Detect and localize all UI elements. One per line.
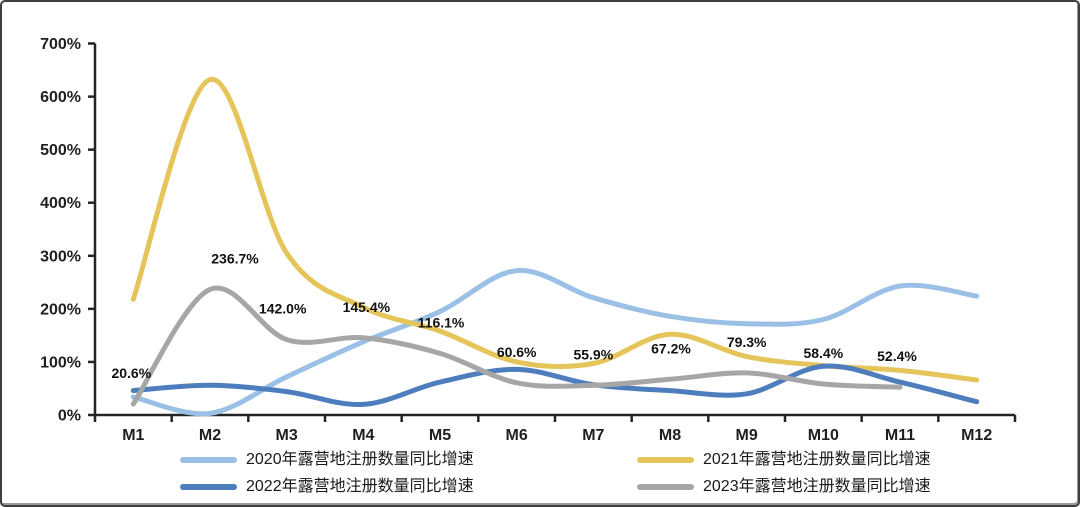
y-axis-tick-label: 600% (40, 89, 81, 106)
x-axis-tick-label: M4 (352, 427, 374, 444)
x-axis-tick-label: M11 (885, 427, 915, 444)
y-axis-tick-label: 700% (40, 36, 81, 53)
data-label: 236.7% (211, 250, 259, 266)
data-label: 116.1% (418, 314, 465, 330)
data-label: 145.4% (343, 299, 391, 315)
x-axis-tick-label: M9 (736, 427, 758, 444)
series-line-1 (130, 77, 980, 383)
data-label: 20.6% (111, 365, 151, 381)
data-label: 58.4% (803, 345, 843, 361)
series-line-3 (130, 285, 903, 407)
x-axis-tick-label: M1 (122, 427, 144, 444)
x-axis-tick-label: M8 (659, 427, 681, 444)
y-axis-tick-label: 100% (40, 354, 81, 371)
x-axis-tick-label: M7 (582, 427, 604, 444)
x-axis-tick-label: M10 (808, 427, 839, 444)
data-label: 60.6% (497, 344, 537, 360)
x-axis-tick-label: M6 (506, 427, 528, 444)
series-line-2 (130, 363, 980, 407)
y-axis-tick-label: 500% (40, 142, 81, 159)
data-label: 67.2% (651, 340, 691, 356)
series-line-0 (130, 268, 980, 417)
x-axis-tick-label: M2 (199, 427, 221, 444)
x-axis-tick-label: M3 (276, 427, 298, 444)
data-label: 79.3% (727, 334, 767, 350)
x-axis-tick-label: M5 (429, 427, 451, 444)
y-axis-tick-label: 0% (58, 408, 81, 425)
data-label: 55.9% (573, 346, 613, 362)
x-axis-tick-label: M12 (961, 427, 992, 444)
y-axis-tick-label: 300% (40, 248, 81, 265)
y-axis-tick-label: 200% (40, 301, 81, 318)
data-label: 52.4% (877, 348, 917, 364)
data-label: 142.0% (259, 301, 307, 317)
y-axis-tick-label: 400% (40, 195, 81, 212)
